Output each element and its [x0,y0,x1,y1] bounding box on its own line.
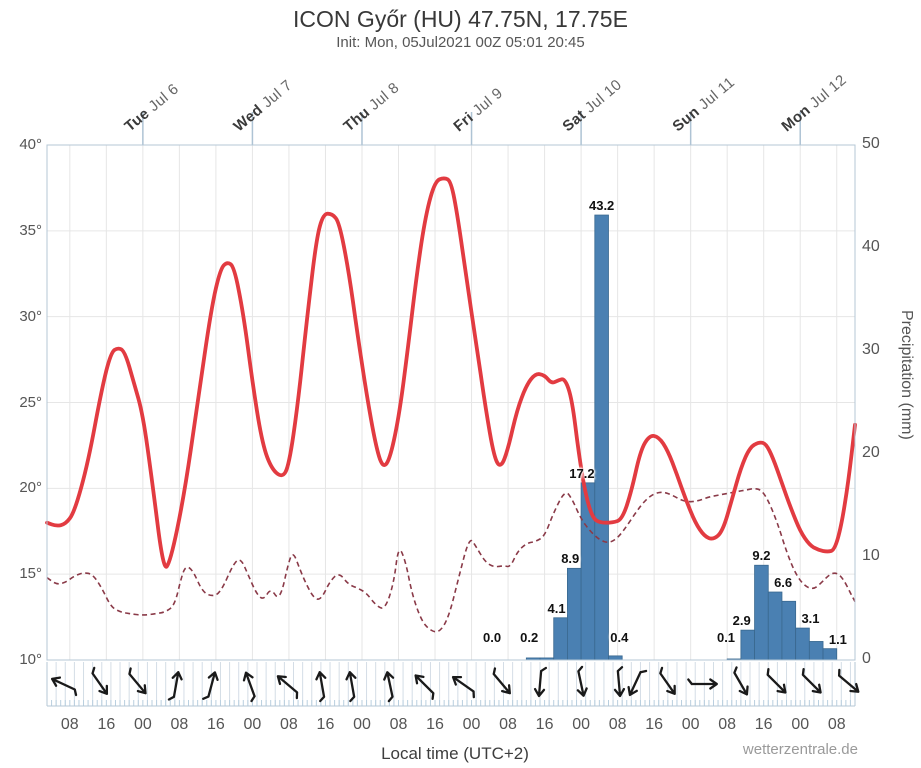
wind-arrow [659,666,676,695]
page-title: ICON Győr (HU) 47.75N, 17.75E [293,6,628,32]
precip-bar [740,629,755,661]
precip-bar [553,617,568,661]
precip-bar [795,627,810,661]
gridlines [47,145,855,660]
wind-arrow [128,667,147,695]
precip-bar [822,648,838,661]
wind-arrow [733,666,749,696]
temperature-curve [45,176,857,569]
wind-arrows [50,665,860,703]
precipitation-bars [525,214,838,661]
day-ticks [142,112,801,145]
wind-arrow [801,668,822,694]
precip-bar [594,214,609,661]
watermark: wetterzentrale.de [742,741,858,758]
wind-arrow [451,675,475,699]
dew-point-curve [46,487,856,633]
chart-subtitle: Init: Mon, 05Jul2021 00Z 05:01 20:45 [336,34,585,51]
precip-bar [754,564,769,661]
wind-arrow [91,666,109,695]
precip-bar [767,591,783,661]
wind-arrow [627,669,648,697]
right-axis-title: Precipitation (mm) [898,310,915,440]
plot-frame [46,144,856,661]
wind-arrow [315,671,327,703]
wind-strip [46,662,856,707]
precip-bar [567,567,582,661]
wind-arrow [414,674,435,700]
precip-bar [608,655,623,661]
wind-arrow [613,666,626,698]
wind-arrow [837,668,860,693]
wind-arrow [383,671,395,703]
wind-arrow [533,666,548,698]
wind-arrow [276,675,299,700]
wind-arrow [766,668,787,694]
precip-bar [781,600,797,661]
wind-arrow [345,671,357,703]
wind-arrow [202,671,219,700]
wind-arrow [492,667,511,695]
precip-bar [808,641,824,661]
wind-arrow [50,676,78,697]
wind-arrow [167,671,183,701]
wind-arrow [242,671,256,703]
wind-arrow [576,665,588,697]
wind-arrow [687,678,718,690]
x-axis-title: Local time (UTC+2) [381,744,529,763]
precip-bar [580,482,596,661]
